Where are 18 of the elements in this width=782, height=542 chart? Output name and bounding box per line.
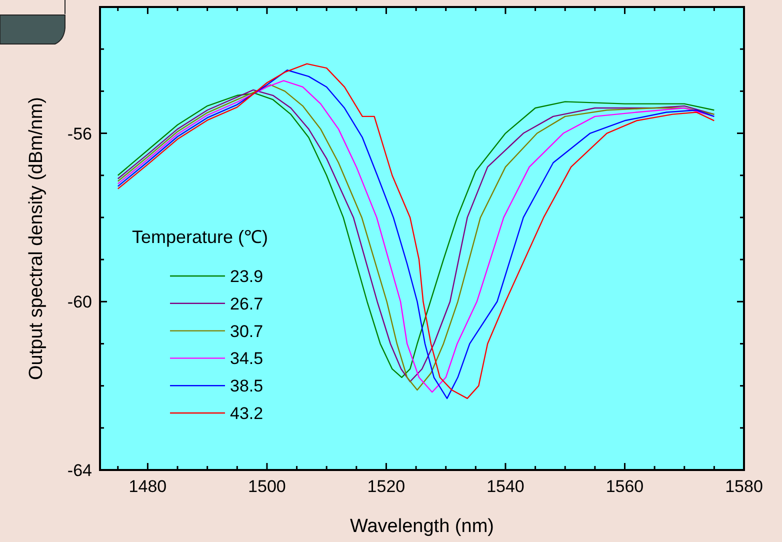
y-tick-label: -60 — [67, 292, 92, 312]
y-axis-title: Output spectral density (dBm/nm) — [26, 97, 47, 380]
legend-label: 43.2 — [230, 404, 264, 423]
legend-label: 26.7 — [230, 294, 264, 314]
legend-label: 34.5 — [230, 349, 264, 368]
x-tick-label: 1580 — [725, 477, 763, 496]
x-tick-label: 1560 — [606, 477, 644, 496]
x-tick-label: 1520 — [367, 477, 406, 496]
x-tick-label: 1500 — [248, 477, 286, 496]
x-axis-title: Wavelength (nm) — [350, 516, 494, 537]
y-tick-label: -64 — [67, 461, 92, 480]
x-tick-label: 1540 — [486, 477, 524, 496]
legend-label: 30.7 — [230, 322, 264, 341]
x-tick-label: 1480 — [128, 477, 167, 496]
legend-label: 38.5 — [230, 376, 264, 396]
y-tick-label: -56 — [67, 124, 92, 144]
legend-label: 23.9 — [230, 267, 264, 286]
legend-title: Temperature (℃) — [132, 227, 268, 247]
